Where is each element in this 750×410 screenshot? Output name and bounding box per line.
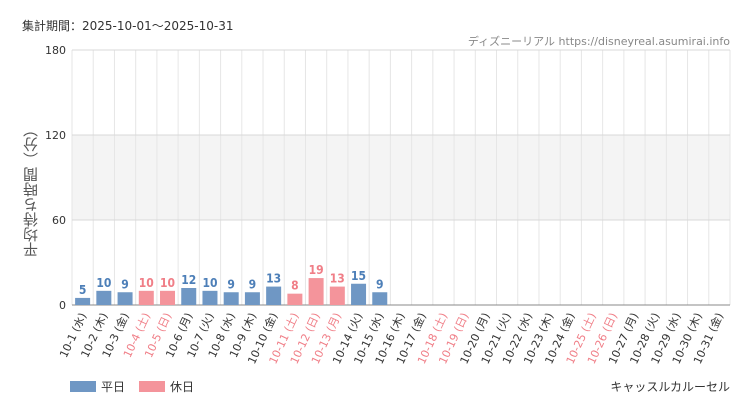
legend-label-holiday: 休日 <box>170 380 195 394</box>
bar <box>223 292 239 305</box>
bar <box>244 292 260 305</box>
data-label: 13 <box>330 272 345 286</box>
data-label: 5 <box>79 283 87 297</box>
data-label: 12 <box>181 273 196 287</box>
data-label: 9 <box>227 277 235 291</box>
bar <box>181 288 197 305</box>
data-label: 10 <box>202 276 217 290</box>
y-tick-label: 180 <box>45 44 66 57</box>
bar <box>138 290 154 305</box>
attraction-name: キャッスルカルーセル <box>610 380 730 394</box>
bar <box>308 278 324 305</box>
y-tick-label: 60 <box>52 214 66 227</box>
data-label: 19 <box>309 263 324 277</box>
data-label: 9 <box>376 277 384 291</box>
bar <box>351 283 367 305</box>
legend-swatch-holiday <box>139 381 166 392</box>
bar <box>202 290 218 305</box>
bar <box>329 286 345 305</box>
bar <box>287 293 303 305</box>
legend: 平日 休日 <box>70 378 208 395</box>
data-label: 10 <box>139 276 154 290</box>
period-label: 集計期間：2025-10-01〜2025-10-31 <box>22 19 234 33</box>
bar <box>75 297 91 305</box>
y-tick-label: 0 <box>59 299 66 312</box>
legend-item-holiday: 休日 <box>139 378 194 395</box>
data-label: 9 <box>249 277 257 291</box>
bar <box>160 290 176 305</box>
data-label: 15 <box>351 269 366 283</box>
bar <box>117 292 133 305</box>
data-label: 9 <box>121 277 129 291</box>
legend-swatch-weekday <box>70 381 96 392</box>
data-label: 10 <box>96 276 111 290</box>
bar <box>266 286 282 305</box>
data-label: 13 <box>266 272 281 286</box>
bar <box>372 292 388 305</box>
y-tick-label: 120 <box>45 129 66 142</box>
bar <box>96 290 112 305</box>
source-credit: ディズニーリアル https://disneyreal.asumirai.inf… <box>467 35 730 48</box>
data-label: 10 <box>160 276 175 290</box>
legend-item-weekday: 平日 <box>70 378 125 395</box>
y-band <box>72 135 730 220</box>
data-label: 8 <box>291 279 299 293</box>
legend-label-weekday: 平日 <box>101 380 126 394</box>
